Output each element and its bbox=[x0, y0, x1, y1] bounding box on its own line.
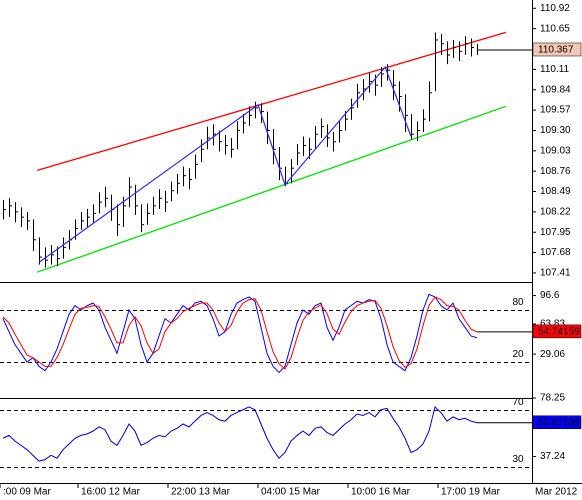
level-label: 70 bbox=[512, 397, 524, 408]
y-tick-label: 110.65 bbox=[540, 23, 570, 34]
last-value-box bbox=[532, 324, 582, 339]
x-tick-label: :00 09 Mar bbox=[3, 487, 51, 498]
y-tick-label: 108.49 bbox=[540, 186, 571, 197]
indicator-line bbox=[2, 296, 478, 370]
y-tick-label: 96.6 bbox=[540, 290, 560, 301]
y-tick-label: 108.22 bbox=[540, 207, 571, 218]
indicator-line bbox=[2, 405, 478, 462]
y-tick-label: 107.68 bbox=[540, 247, 571, 258]
last-value-box bbox=[532, 42, 582, 57]
y-tick-label: 109.84 bbox=[540, 84, 571, 95]
y-tick-label: 109.03 bbox=[540, 145, 571, 156]
last-value-label: 60.87199 bbox=[538, 417, 580, 428]
y-tick-label: 110.92 bbox=[540, 3, 570, 14]
y-tick-label: 37.24 bbox=[540, 451, 565, 462]
y-tick-label: 108.76 bbox=[540, 166, 571, 177]
x-tick-label: 04:00 15 Mar bbox=[261, 487, 321, 498]
date-label: Mar 2012 bbox=[535, 487, 578, 498]
y-tick-label: 109.57 bbox=[540, 105, 571, 116]
level-label: 30 bbox=[512, 454, 524, 465]
y-tick-label: 107.95 bbox=[540, 227, 571, 238]
y-tick-label: 107.41 bbox=[540, 268, 571, 279]
indicator-line bbox=[2, 293, 478, 374]
y-tick-label: 29.06 bbox=[540, 349, 565, 360]
level-label: 80 bbox=[512, 297, 524, 308]
y-tick-label: 78.25 bbox=[540, 393, 565, 404]
zigzag-line bbox=[38, 65, 412, 263]
level-label: 20 bbox=[512, 349, 524, 360]
last-value-box bbox=[532, 415, 582, 430]
x-tick-label: 16:00 12 Mar bbox=[81, 487, 141, 498]
channel-line bbox=[36, 105, 507, 273]
last-value-label: 110.367 bbox=[538, 45, 574, 56]
x-tick-label: 10:00 16 Mar bbox=[351, 487, 411, 498]
x-tick-label: 17:00 19 Mar bbox=[441, 487, 501, 498]
x-tick-label: 22:00 13 Mar bbox=[171, 487, 231, 498]
y-tick-label: 63.83 bbox=[540, 319, 565, 330]
channel-line bbox=[37, 31, 506, 172]
y-tick-label: 110.11 bbox=[540, 64, 570, 75]
last-value-label: 54.74159 bbox=[538, 327, 580, 338]
y-tick-label: 109.30 bbox=[540, 125, 571, 136]
